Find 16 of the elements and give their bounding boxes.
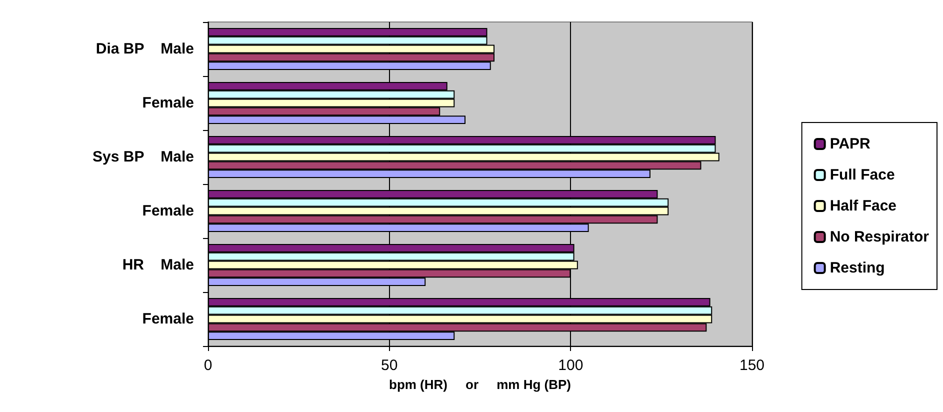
y-tick-label: HR Male [122, 256, 194, 274]
x-tick-label: 100 [558, 357, 584, 374]
legend-label: PAPR [830, 136, 871, 152]
y-tick-label: Dia BP Male [96, 40, 194, 58]
x-tick-label: 0 [204, 357, 212, 374]
x-axis-title: bpm (HR) or mm Hg (BP) [389, 377, 571, 392]
y-tick-label: Female [142, 310, 194, 328]
x-tick-label: 50 [380, 357, 398, 374]
legend-label: Resting [830, 260, 885, 276]
y-tick-label: Female [142, 202, 194, 220]
legend-label: No Respirator [830, 228, 930, 246]
legend-label: Half Face [830, 198, 897, 214]
legend-label: Full Face [830, 166, 895, 184]
x-tick-label: 150 [739, 357, 765, 374]
y-tick-label: Sys BP Male [92, 148, 194, 166]
y-tick-label: Female [142, 94, 194, 112]
